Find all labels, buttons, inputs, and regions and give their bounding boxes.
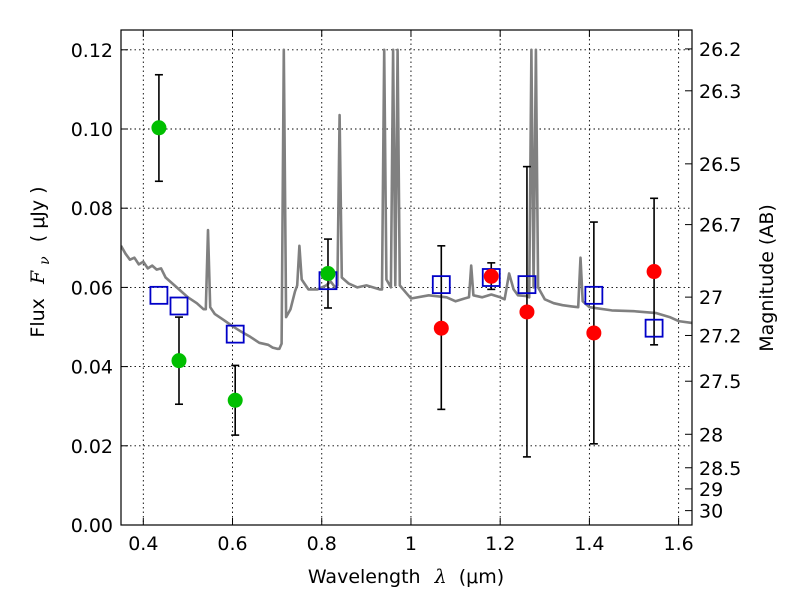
magnitude-tick-label: 27 [699, 287, 723, 309]
red-data-point [646, 264, 662, 280]
green-data-point [320, 266, 336, 282]
magnitude-tick-label: 26.2 [699, 39, 741, 61]
red-data-point [519, 304, 535, 320]
x-axis-label-unit: (μm) [459, 566, 504, 588]
magnitude-axis-label: Magnitude (AB) [756, 204, 778, 352]
y-tick-label: 0.02 [71, 436, 113, 458]
red-data-point [586, 325, 602, 341]
y-tick-label: 0.04 [71, 357, 113, 379]
y-axis-label-text: Flux [27, 298, 49, 338]
magnitude-tick-label: 26.5 [699, 154, 741, 176]
y-axis-label-subscript: ν [37, 256, 53, 265]
x-tick-label: 0.6 [217, 533, 247, 555]
y-axis-label-symbol: F [27, 270, 49, 285]
model-photometry-square [584, 285, 604, 305]
green-data-point [151, 120, 167, 136]
y-tick-label: 0.10 [71, 119, 113, 141]
model-spectrum [121, 48, 692, 351]
y-tick-label: 0.08 [71, 198, 113, 220]
magnitude-tick-label: 27.5 [699, 371, 741, 393]
x-axis-label-text: Wavelength [308, 566, 421, 588]
model-photometry-square [644, 318, 664, 338]
model-photometry-square [169, 296, 189, 316]
red-data-point [483, 268, 499, 284]
magnitude-tick-label: 26.3 [699, 81, 741, 103]
model-photometry-square [517, 275, 537, 295]
y-tick-label: 0.12 [71, 40, 113, 62]
green-data-point [227, 392, 243, 408]
red-data-point [433, 320, 449, 336]
model-spectrum-line [121, 48, 692, 351]
model-photometry-square [149, 285, 169, 305]
x-tick-label: 1.2 [485, 533, 515, 555]
y-tick-label: 0.00 [71, 515, 113, 537]
x-axis-label: Wavelength λ (μm) [308, 566, 504, 588]
magnitude-tick-label: 30 [699, 501, 723, 523]
x-tick-label: 1.4 [574, 533, 604, 555]
data-markers [149, 120, 664, 408]
x-tick-label: 0.8 [307, 533, 337, 555]
x-tick-label: 0.4 [128, 533, 158, 555]
model-photometry-square [225, 324, 245, 344]
plot-frame [120, 29, 693, 526]
y-axis-label-unit: ( μJy ) [27, 186, 49, 242]
x-tick-label: 1.6 [664, 533, 694, 555]
magnitude-tick-label: 27.2 [699, 325, 741, 347]
x-axis-label-symbol: λ [434, 566, 447, 588]
magnitude-tick-label: 28.5 [699, 458, 741, 480]
axis-ticks: 0.4 0.6 0.8 1 1.2 1.4 1.6 0.00 0.02 0.04 0.06 0.08 0… [71, 30, 741, 555]
y-tick-label: 0.06 [71, 277, 113, 299]
magnitude-tick-label: 29 [699, 479, 723, 501]
x-tick-label: 1 [405, 533, 417, 555]
magnitude-tick-label: 28 [699, 424, 723, 446]
green-data-point [171, 353, 187, 369]
model-photometry-square [431, 275, 451, 295]
magnitude-tick-label: 26.7 [699, 215, 741, 237]
y-axis-label: Flux F ν ( μJy ) [27, 186, 54, 337]
